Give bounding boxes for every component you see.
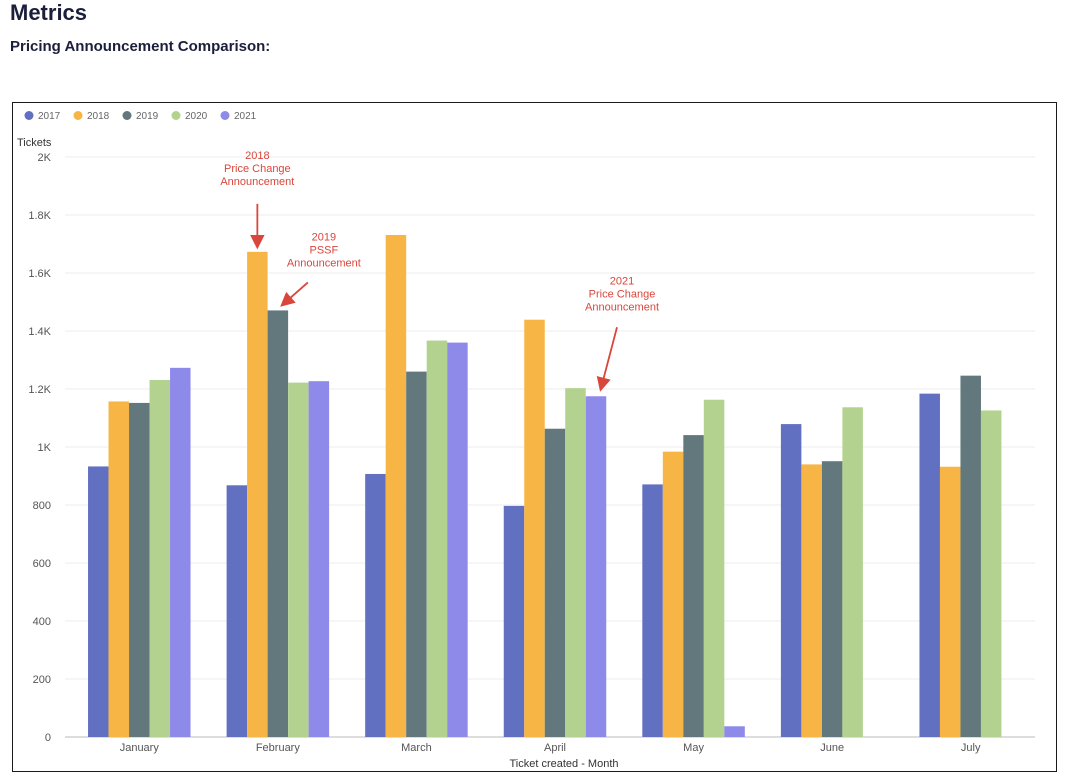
bar-2019-march [406, 371, 427, 737]
bar-2021-february [308, 381, 330, 737]
bar-2018-march [385, 235, 407, 737]
x-tick-label: February [256, 742, 301, 754]
annotation-text: Price Change [224, 163, 291, 175]
bar-2018-january [108, 401, 130, 737]
bar-2018-may [662, 451, 684, 737]
x-axis-title: Ticket created - Month [509, 758, 618, 770]
legend-marker-2019 [122, 111, 132, 120]
y-tick-label: 1K [38, 442, 52, 454]
annotation-text: 2018 [245, 150, 269, 162]
annotation-arrow [596, 327, 618, 392]
annotation-text: 2019 [312, 231, 336, 243]
legend-label-2019: 2019 [136, 111, 159, 122]
bar-2018-april [524, 319, 545, 737]
y-tick-label: 2K [38, 152, 52, 164]
bar-2021-may [724, 726, 745, 737]
bar-2017-july [919, 393, 940, 737]
legend-label-2018: 2018 [87, 111, 110, 122]
x-tick-label: July [961, 742, 981, 754]
bar-2019-january [129, 402, 150, 737]
section-title: Pricing Announcement Comparison: [10, 38, 271, 55]
legend-label-2020: 2020 [185, 111, 208, 122]
x-tick-label: January [120, 742, 160, 754]
annotation-text: Announcement [287, 257, 361, 269]
bar-2017-january [88, 466, 109, 737]
bar-2020-january [149, 380, 171, 737]
legend-label-2017: 2017 [38, 111, 61, 122]
bar-2019-june [821, 461, 843, 737]
bar-2020-march [426, 340, 448, 737]
bar-2020-july [980, 410, 1002, 737]
y-tick-label: 800 [33, 500, 51, 512]
x-tick-label: March [401, 742, 432, 754]
y-tick-label: 0 [45, 732, 51, 744]
bar-2018-june [801, 464, 822, 737]
legend-marker-2017 [24, 111, 34, 120]
y-tick-label: 200 [33, 674, 51, 686]
bar-2018-july [939, 466, 961, 737]
annotation-text: PSSF [309, 244, 338, 256]
x-tick-label: May [683, 742, 704, 754]
legend-label-2021: 2021 [234, 111, 257, 122]
x-tick-label: April [544, 742, 566, 754]
x-tick-label: June [820, 742, 844, 754]
legend-marker-2020 [171, 111, 181, 120]
bar-2019-february [267, 310, 289, 737]
annotation-text: Price Change [589, 288, 656, 300]
bar-2021-january [170, 367, 191, 737]
bar-2019-may [683, 435, 704, 737]
y-tick-label: 400 [33, 616, 51, 628]
bar-2017-february [226, 485, 248, 737]
annotation-arrow [280, 281, 309, 307]
legend-marker-2018 [73, 111, 83, 120]
bar-2019-july [960, 375, 981, 737]
y-tick-label: 1.8K [28, 210, 51, 222]
bar-2017-april [503, 505, 525, 737]
annotation-text: Announcement [220, 176, 294, 188]
bar-2020-june [842, 407, 863, 737]
bar-2018-february [247, 251, 268, 737]
y-tick-label: 1.2K [28, 384, 51, 396]
bar-2017-june [780, 424, 802, 737]
y-tick-label: 1.4K [28, 326, 51, 338]
bar-2019-april [544, 428, 566, 737]
y-tick-label: 1.6K [28, 268, 51, 280]
bar-2020-may [703, 399, 725, 737]
bar-2017-may [642, 484, 663, 737]
y-tick-label: 600 [33, 558, 51, 570]
bar-2021-march [447, 342, 468, 737]
annotation-text: Announcement [585, 301, 659, 313]
bar-2020-february [288, 382, 309, 737]
bar-2017-march [365, 473, 386, 737]
legend-marker-2021 [220, 111, 230, 120]
annotation-text: 2021 [610, 275, 634, 287]
bar-2020-april [565, 388, 586, 737]
bar-2021-april [585, 396, 607, 737]
page-title: Metrics [10, 0, 88, 25]
y-axis-title: Tickets [17, 137, 52, 149]
